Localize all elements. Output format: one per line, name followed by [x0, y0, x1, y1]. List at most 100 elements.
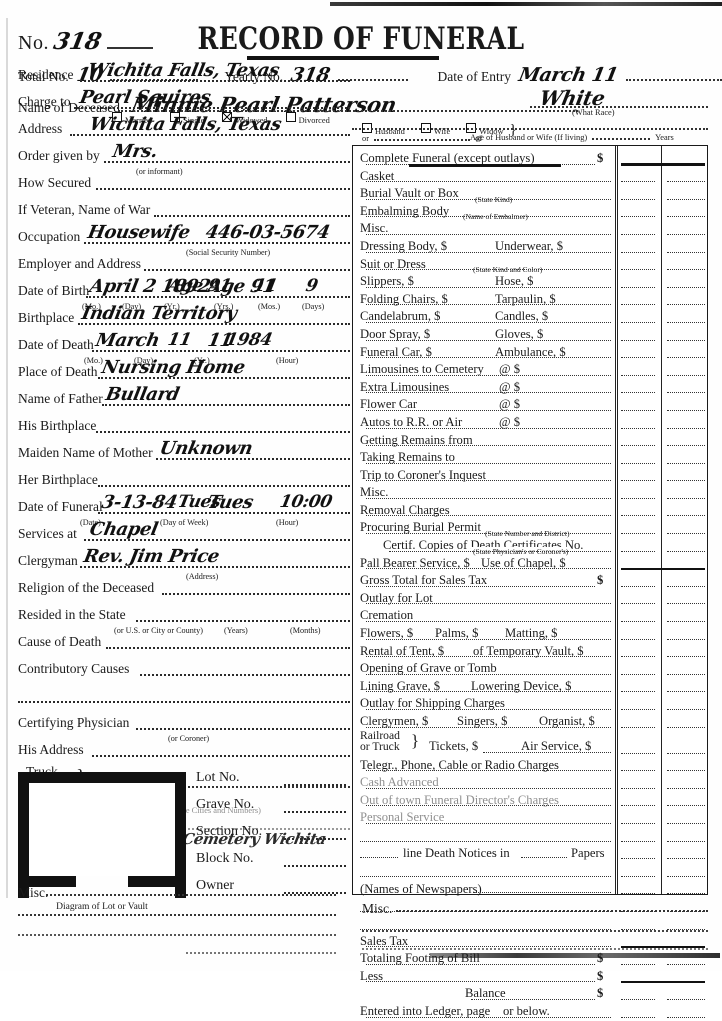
field-value[interactable]: 1984 [224, 330, 274, 350]
amount-dollars-cell[interactable] [621, 585, 655, 587]
amount-cents-cell[interactable] [667, 621, 705, 623]
amount-dollars-cell[interactable] [621, 392, 655, 394]
checkbox-widowed-icon[interactable] [222, 112, 233, 122]
checkbox-divorced-icon[interactable] [285, 112, 296, 122]
amount-cents-cell[interactable] [667, 726, 705, 728]
field-line[interactable] [80, 566, 350, 568]
amount-cents-cell[interactable] [667, 321, 705, 323]
field-line[interactable] [84, 539, 350, 541]
ledger-item-leader[interactable] [366, 533, 611, 535]
field-line[interactable] [104, 161, 350, 163]
field-value[interactable]: Unknown [157, 438, 255, 459]
amount-cents-cell[interactable] [667, 585, 705, 587]
amount-cents-cell[interactable] [667, 805, 705, 807]
ledger-item-leader[interactable] [366, 181, 611, 183]
ledger-item-leader[interactable] [389, 550, 611, 552]
amount-dollars-cell[interactable] [621, 691, 655, 693]
amount-cents-cell[interactable] [667, 638, 705, 640]
checkbox-single-icon[interactable] [169, 112, 180, 122]
amount-dollars-cell[interactable] [621, 770, 655, 772]
amount-cents-cell[interactable] [667, 251, 705, 253]
amount-cents-cell[interactable] [667, 603, 705, 605]
amount-dollars-cell[interactable] [621, 1016, 655, 1018]
amount-cents-cell[interactable] [667, 445, 705, 447]
amount-dollars-cell[interactable] [621, 321, 655, 323]
field-value[interactable]: 9 [304, 276, 320, 296]
ledger-item-leader[interactable] [366, 515, 611, 517]
amount-dollars-cell[interactable] [621, 963, 655, 965]
ledger-item-leader[interactable] [366, 822, 611, 824]
amount-cents-cell[interactable] [667, 409, 705, 411]
field-line[interactable] [80, 80, 350, 82]
amount-cents-cell[interactable] [667, 840, 705, 842]
amount-dollars-cell[interactable] [621, 339, 655, 341]
amount-dollars-cell[interactable] [621, 181, 655, 183]
amount-dollars-cell[interactable] [621, 875, 655, 877]
ledger-item-leader[interactable] [366, 198, 611, 200]
amount-dollars-cell[interactable] [621, 533, 655, 535]
amount-dollars-cell[interactable] [621, 928, 655, 930]
ledger-item-leader[interactable] [471, 998, 595, 1000]
ledger-item-leader[interactable] [366, 304, 611, 306]
field-value[interactable]: 11 [252, 276, 279, 296]
amount-cents-cell[interactable] [667, 533, 705, 535]
lot-detail-line[interactable] [284, 865, 346, 867]
field-line[interactable] [84, 242, 350, 244]
checkbox-married-icon[interactable] [112, 112, 122, 122]
ledger-blank-line[interactable] [473, 892, 611, 894]
field-line[interactable] [96, 431, 350, 433]
field-line[interactable] [156, 458, 350, 460]
amount-cents-cell[interactable] [667, 269, 705, 271]
amount-dollars-cell[interactable] [621, 998, 655, 1000]
ledger-item-leader[interactable] [366, 603, 611, 605]
amount-dollars-cell[interactable] [621, 198, 655, 200]
amount-cents-cell[interactable] [667, 787, 705, 789]
amount-cents-cell[interactable] [667, 998, 705, 1000]
field-value[interactable]: Tues [176, 492, 223, 512]
field-line[interactable] [96, 188, 350, 190]
field-value[interactable]: 3-13-84 [99, 492, 179, 513]
ledger-item-leader[interactable] [366, 673, 611, 675]
lot-detail-line[interactable] [284, 838, 346, 840]
ledger-item-leader[interactable] [366, 946, 611, 948]
ledger-item-leader[interactable] [366, 656, 611, 658]
field-value[interactable]: Bullard [103, 384, 181, 405]
amount-dollars-cell[interactable] [621, 726, 655, 728]
amount-dollars-cell[interactable] [621, 445, 655, 447]
date-of-entry-value[interactable]: March 11 [516, 64, 620, 86]
amount-dollars-cell[interactable] [621, 374, 655, 376]
ledger-item-leader[interactable] [366, 638, 611, 640]
field-line[interactable] [140, 674, 350, 676]
field-line[interactable] [162, 593, 350, 595]
field-line[interactable] [98, 512, 350, 514]
field-value[interactable]: Nursing Home [99, 357, 247, 378]
amount-dollars-cell[interactable] [621, 497, 655, 499]
manufactured-by-line[interactable] [168, 828, 350, 830]
ledger-item-leader[interactable] [366, 251, 611, 253]
field-value[interactable]: Indian Territory [79, 303, 239, 324]
amount-cents-cell[interactable] [667, 427, 705, 429]
ledger-blank-line[interactable] [360, 840, 611, 842]
amount-dollars-cell[interactable] [621, 709, 655, 710]
ledger-item-leader[interactable] [366, 339, 611, 341]
ledger-item-leader[interactable] [366, 770, 611, 772]
amount-dollars-cell[interactable] [621, 656, 655, 658]
field-value[interactable]: 10:00 [278, 492, 334, 512]
amount-cents-cell[interactable] [667, 752, 705, 754]
field-line[interactable] [102, 404, 350, 406]
ledger-item-leader[interactable] [366, 621, 611, 623]
record-number-value[interactable]: 318 [51, 28, 104, 55]
ledger-item-leader[interactable] [366, 392, 611, 394]
amount-dollars-cell[interactable] [621, 286, 655, 288]
amount-cents-cell[interactable] [667, 233, 705, 235]
ledger-item-leader[interactable] [366, 726, 611, 728]
amount-dollars-cell[interactable] [621, 269, 655, 271]
field-value[interactable]: March [93, 330, 162, 351]
ledger-item-leader[interactable] [366, 691, 611, 693]
field-line[interactable] [144, 269, 350, 271]
field-line[interactable] [86, 296, 350, 298]
amount-dollars-cell[interactable] [621, 251, 655, 253]
field-line[interactable] [92, 350, 350, 352]
ledger-item-leader[interactable] [366, 981, 595, 983]
amount-cents-cell[interactable] [667, 357, 705, 359]
